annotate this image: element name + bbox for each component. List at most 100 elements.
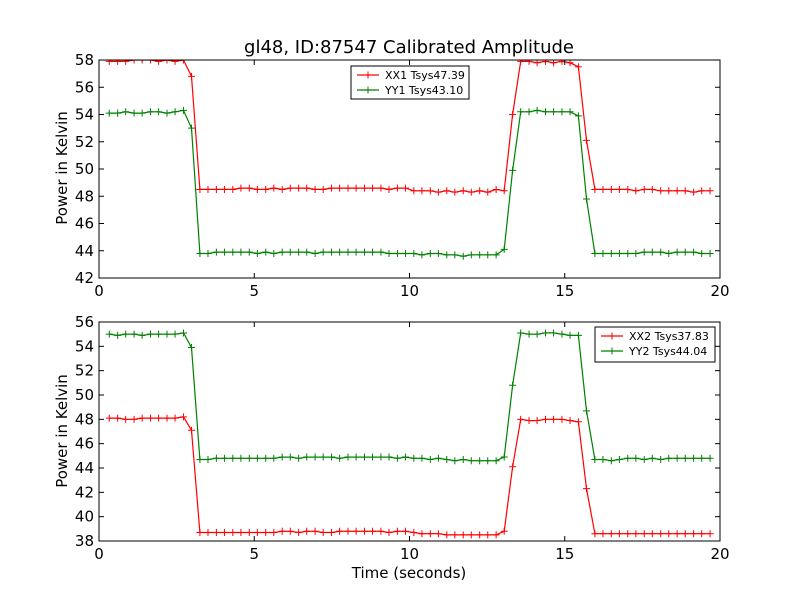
data-point <box>237 184 245 192</box>
data-point <box>188 124 196 132</box>
data-point <box>171 414 179 422</box>
data-point <box>451 188 459 196</box>
data-point <box>558 108 566 116</box>
data-point <box>311 249 319 257</box>
legend-label: YY1 Tsys43.10 <box>384 84 463 97</box>
data-point <box>574 63 582 71</box>
data-point <box>360 453 368 461</box>
data-point <box>245 248 253 256</box>
data-point <box>122 60 130 65</box>
data-point <box>188 426 196 434</box>
series-2 <box>105 106 714 260</box>
data-point <box>484 457 492 465</box>
data-point <box>582 136 590 144</box>
data-point <box>147 108 155 116</box>
data-point <box>451 457 459 465</box>
data-point <box>599 185 607 193</box>
legend: XX1 Tsys47.39 YY1 Tsys43.10 <box>350 65 470 100</box>
data-point <box>467 531 475 539</box>
data-point <box>155 414 163 422</box>
y-tick-label: 48 <box>75 187 94 205</box>
series-1 <box>105 60 714 196</box>
data-point <box>434 454 442 462</box>
data-point <box>105 109 113 117</box>
data-point <box>114 414 122 422</box>
data-point <box>657 187 665 195</box>
data-point <box>295 454 303 462</box>
data-point <box>311 527 319 535</box>
data-point <box>130 330 138 338</box>
data-point <box>245 184 253 192</box>
data-point <box>434 188 442 196</box>
y-tick-label: 56 <box>75 313 94 331</box>
data-point <box>270 249 278 257</box>
data-point <box>344 248 352 256</box>
x-tick-label: 15 <box>555 545 574 563</box>
data-point <box>484 251 492 259</box>
data-point <box>484 531 492 539</box>
x-tick-label: 15 <box>555 282 574 300</box>
x-tick-label: 10 <box>400 545 419 563</box>
data-point <box>286 184 294 192</box>
data-point <box>681 248 689 256</box>
data-point <box>171 60 179 65</box>
data-point <box>632 530 640 538</box>
data-point <box>673 187 681 195</box>
y-tick-label: 58 <box>75 51 94 69</box>
data-point <box>706 249 714 257</box>
data-point <box>591 455 599 463</box>
data-point <box>344 184 352 192</box>
data-point <box>130 60 138 64</box>
data-point <box>525 60 533 65</box>
data-point <box>171 108 179 116</box>
data-point <box>648 248 656 256</box>
chart-panel-1: 0 5 10 15 20 42 44 46 48 50 52 54 56 58 XX1 Tsys47.39 Y… <box>75 51 730 300</box>
data-point <box>665 249 673 257</box>
data-point <box>690 248 698 256</box>
x-tick-label: 5 <box>249 545 259 563</box>
data-point <box>253 528 261 536</box>
data-point <box>500 187 508 195</box>
data-point <box>698 249 706 257</box>
data-point <box>690 188 698 196</box>
data-point <box>591 530 599 538</box>
data-point <box>673 530 681 538</box>
data-point <box>377 527 385 535</box>
data-point <box>237 248 245 256</box>
data-point <box>492 185 500 193</box>
data-point <box>607 185 615 193</box>
legend-label: XX1 Tsys47.39 <box>385 69 465 82</box>
data-point <box>591 185 599 193</box>
data-point <box>204 249 212 257</box>
data-point <box>624 185 632 193</box>
data-point <box>171 330 179 338</box>
data-point <box>476 457 484 465</box>
data-point <box>377 184 385 192</box>
y-tick-label: 44 <box>75 459 94 477</box>
data-point <box>122 108 130 116</box>
data-point <box>138 331 146 339</box>
data-point <box>410 454 418 462</box>
data-point <box>550 415 558 423</box>
data-point <box>476 531 484 539</box>
data-point <box>220 454 228 462</box>
data-point <box>220 528 228 536</box>
data-point <box>229 185 237 193</box>
y-tick-label: 52 <box>75 133 94 151</box>
data-point <box>278 453 286 461</box>
data-point <box>278 527 286 535</box>
data-point <box>541 60 549 65</box>
data-point <box>681 187 689 195</box>
data-point <box>147 330 155 338</box>
y-tick-label: 40 <box>75 508 94 526</box>
data-point <box>369 453 377 461</box>
legend-box <box>350 65 470 100</box>
data-point <box>492 457 500 465</box>
data-point <box>582 485 590 493</box>
data-point <box>434 530 442 538</box>
data-point <box>426 249 434 257</box>
data-point <box>632 454 640 462</box>
data-point <box>155 330 163 338</box>
data-point <box>229 248 237 256</box>
data-point <box>690 454 698 462</box>
